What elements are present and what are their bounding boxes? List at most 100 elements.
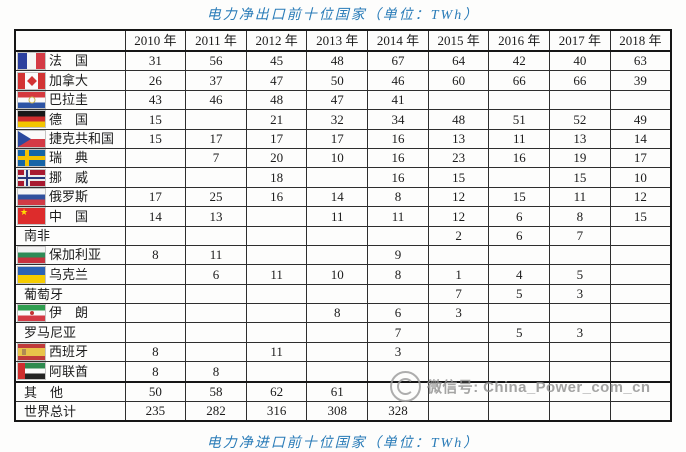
value-cell: 1 — [427, 264, 490, 285]
value-cell: 6 — [488, 225, 551, 246]
year-header: 2018 年 — [609, 29, 672, 52]
flag-russia-icon — [18, 188, 45, 205]
value-cell: 47 — [245, 70, 308, 91]
value-cell — [245, 303, 308, 324]
value-cell: 11 — [488, 128, 551, 149]
value-cell — [549, 89, 611, 111]
value-cell: 13 — [549, 128, 611, 149]
country-name: 俄罗斯 — [49, 189, 89, 205]
flag-sweden-icon — [18, 150, 45, 167]
value-cell — [245, 322, 308, 343]
country-cell: 中 国 — [14, 206, 126, 227]
value-cell: 10 — [306, 147, 369, 169]
value-cell — [124, 264, 187, 285]
table-row: 德 国 15 21 32 34 48 51 52 49 — [14, 109, 672, 130]
value-cell — [488, 380, 551, 403]
value-cell — [609, 244, 672, 266]
flag-china-icon — [18, 208, 45, 225]
value-cell: 12 — [427, 186, 490, 208]
value-cell: 7 — [367, 322, 429, 343]
value-cell: 52 — [549, 109, 611, 130]
value-cell: 51 — [488, 109, 551, 130]
table-row: 巴拉圭 43 46 48 47 41 — [14, 89, 672, 111]
flag-iran-icon — [18, 305, 45, 322]
value-cell: 11 — [245, 341, 308, 363]
table-row: 西班牙 8 11 3 — [14, 341, 672, 363]
value-cell — [549, 303, 611, 324]
value-cell: 16 — [367, 167, 429, 188]
value-cell: 61 — [306, 380, 369, 403]
value-cell: 14 — [306, 186, 369, 208]
value-cell: 15 — [609, 206, 672, 227]
value-cell — [367, 380, 429, 403]
value-cell: 60 — [427, 70, 490, 91]
value-cell: 3 — [427, 303, 490, 324]
value-cell: 63 — [609, 50, 672, 72]
country-name: 加拿大 — [49, 72, 89, 88]
value-cell: 16 — [367, 128, 429, 149]
value-cell: 3 — [549, 283, 611, 305]
value-cell — [124, 167, 187, 188]
table-row: 罗马尼亚 7 5 3 — [14, 322, 672, 343]
table-row: 葡萄牙 7 5 3 — [14, 283, 672, 305]
country-cell: 罗马尼亚 — [14, 322, 126, 343]
value-cell: 39 — [609, 70, 672, 91]
year-header: 2014 年 — [367, 29, 429, 52]
value-cell: 5 — [488, 322, 551, 343]
value-cell: 2 — [427, 225, 490, 246]
value-cell — [245, 225, 308, 246]
value-cell — [427, 341, 490, 363]
country-cell: 加拿大 — [14, 70, 126, 91]
country-cell: 伊 朗 — [14, 303, 126, 324]
value-cell — [488, 167, 551, 188]
value-cell: 308 — [306, 401, 369, 422]
value-cell: 8 — [124, 341, 187, 363]
country-name: 捷克共和国 — [49, 130, 115, 146]
value-cell: 50 — [124, 380, 187, 403]
country-name: 世界总计 — [24, 404, 77, 419]
value-cell — [488, 244, 551, 266]
value-cell: 16 — [367, 147, 429, 169]
value-cell — [488, 303, 551, 324]
value-cell — [306, 283, 369, 305]
value-cell: 56 — [185, 50, 247, 72]
value-cell: 64 — [427, 50, 490, 72]
country-name: 葡萄牙 — [24, 286, 64, 302]
value-cell — [427, 401, 490, 422]
country-cell: 西班牙 — [14, 341, 126, 363]
value-cell — [185, 109, 247, 130]
country-name: 南非 — [24, 228, 51, 244]
value-cell: 282 — [185, 401, 247, 422]
country-name: 法 国 — [49, 53, 89, 69]
value-cell — [306, 322, 369, 343]
value-cell — [245, 283, 308, 305]
value-cell: 18 — [245, 167, 308, 188]
country-cell: 俄罗斯 — [14, 186, 126, 208]
value-cell — [488, 341, 551, 363]
country-cell: 捷克共和国 — [14, 128, 126, 149]
value-cell: 37 — [185, 70, 247, 91]
country-name: 西班牙 — [49, 344, 89, 360]
value-cell: 316 — [245, 401, 308, 422]
country-cell: 阿联酋 — [14, 361, 126, 383]
flag-paraguay-icon — [18, 91, 45, 108]
table-row: 挪 威 18 16 15 15 10 — [14, 167, 672, 188]
value-cell: 17 — [245, 128, 308, 149]
value-cell: 15 — [488, 186, 551, 208]
corner-cell — [14, 29, 126, 52]
value-cell — [306, 244, 369, 266]
value-cell — [367, 225, 429, 246]
value-cell — [609, 380, 672, 403]
value-cell — [245, 244, 308, 266]
value-cell: 17 — [185, 128, 247, 149]
country-name: 乌克兰 — [49, 266, 89, 282]
country-cell: 南非 — [14, 225, 126, 246]
table-row: 俄罗斯 17 25 16 14 8 12 15 11 12 — [14, 186, 672, 208]
value-cell: 15 — [124, 109, 187, 130]
value-cell: 10 — [306, 264, 369, 285]
value-cell — [124, 322, 187, 343]
country-name: 保加利亚 — [49, 247, 102, 263]
value-cell: 8 — [367, 264, 429, 285]
